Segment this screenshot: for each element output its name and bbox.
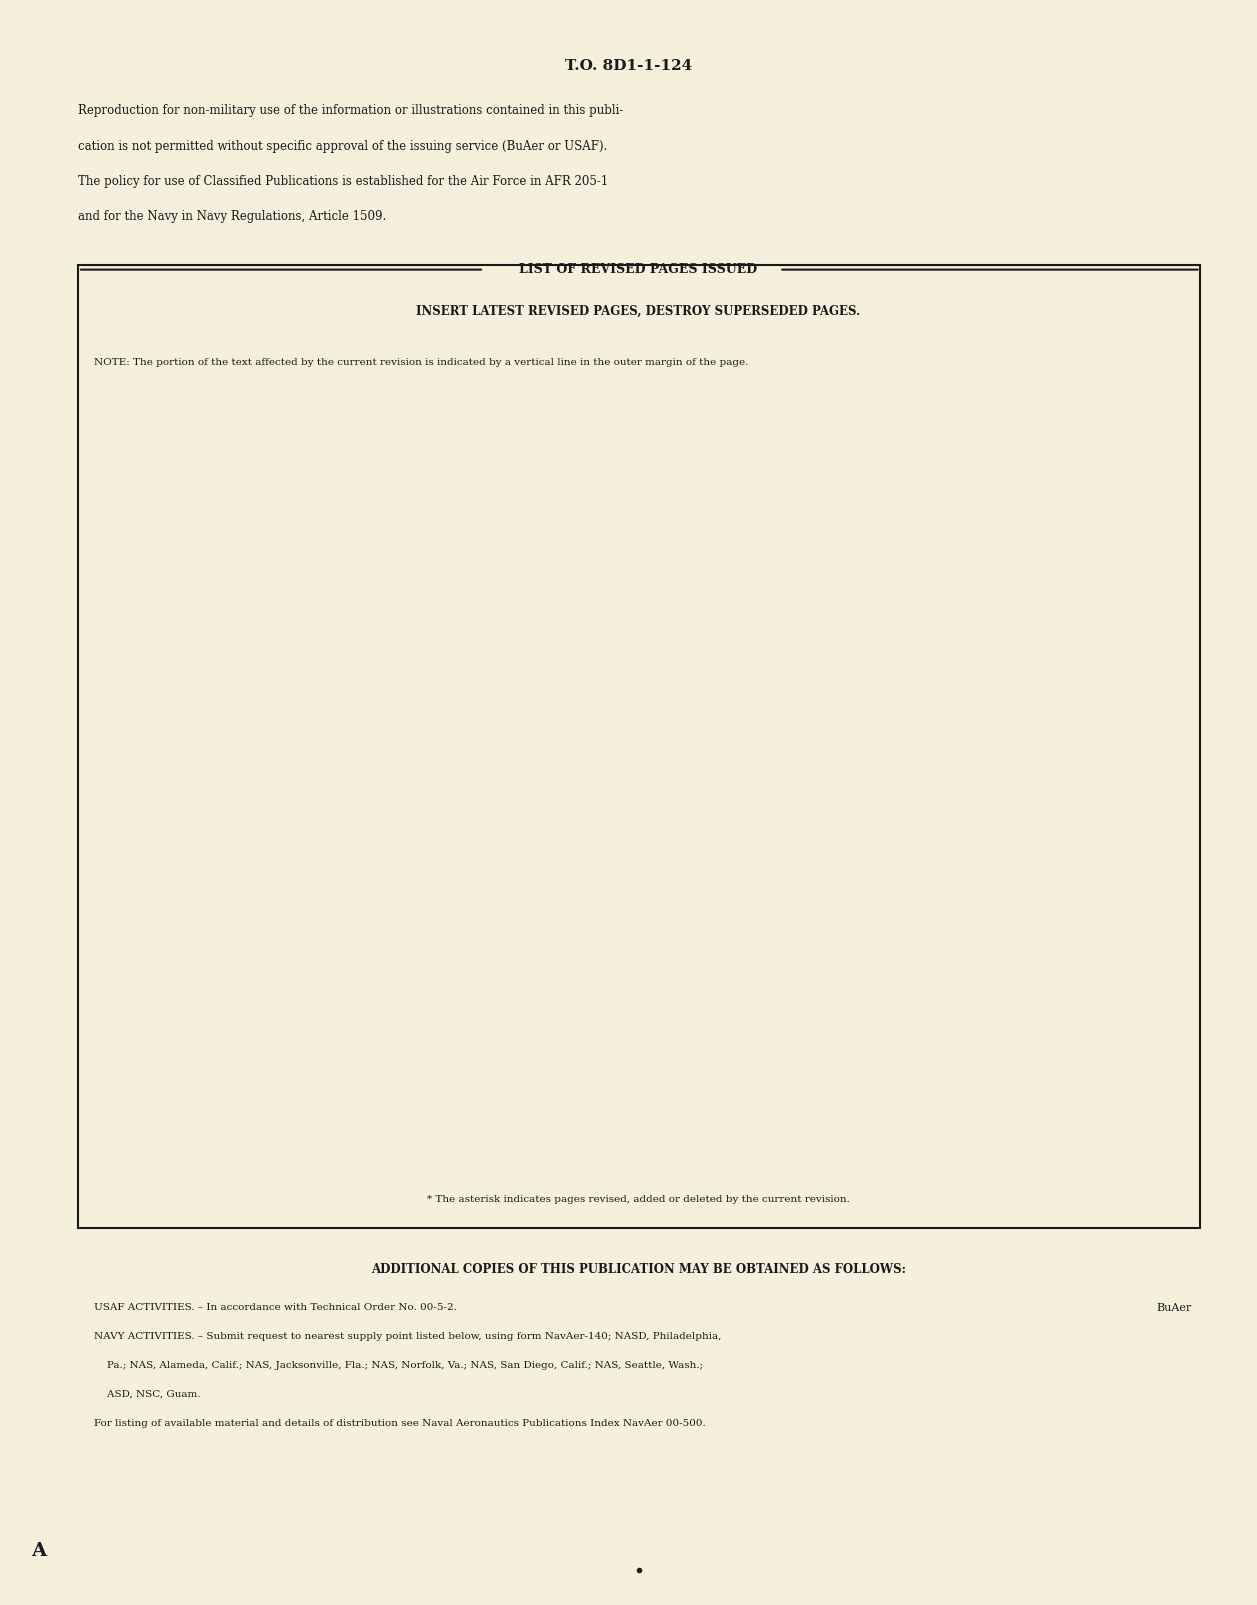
Text: BuAer: BuAer <box>1156 1303 1192 1313</box>
Text: T.O. 8D1-1-124: T.O. 8D1-1-124 <box>564 59 693 74</box>
Text: ADDITIONAL COPIES OF THIS PUBLICATION MAY BE OBTAINED AS FOLLOWS:: ADDITIONAL COPIES OF THIS PUBLICATION MA… <box>371 1263 906 1276</box>
Text: LIST OF REVISED PAGES ISSUED: LIST OF REVISED PAGES ISSUED <box>519 263 758 276</box>
Text: NOTE: The portion of the text affected by the current revision is indicated by a: NOTE: The portion of the text affected b… <box>94 358 749 368</box>
Text: Reproduction for non-military use of the information or illustrations contained : Reproduction for non-military use of the… <box>78 104 623 117</box>
Text: and for the Navy in Navy Regulations, Article 1509.: and for the Navy in Navy Regulations, Ar… <box>78 210 386 223</box>
Text: Pa.; NAS, Alameda, Calif.; NAS, Jacksonville, Fla.; NAS, Norfolk, Va.; NAS, San : Pa.; NAS, Alameda, Calif.; NAS, Jacksonv… <box>94 1361 704 1371</box>
Text: ASD, NSC, Guam.: ASD, NSC, Guam. <box>94 1390 201 1400</box>
Text: A: A <box>31 1542 47 1560</box>
Text: INSERT LATEST REVISED PAGES, DESTROY SUPERSEDED PAGES.: INSERT LATEST REVISED PAGES, DESTROY SUP… <box>416 305 861 318</box>
Text: USAF ACTIVITIES. – In accordance with Technical Order No. 00-5-2.: USAF ACTIVITIES. – In accordance with Te… <box>94 1303 458 1313</box>
Text: * The asterisk indicates pages revised, added or deleted by the current revision: * The asterisk indicates pages revised, … <box>427 1194 850 1204</box>
Text: The policy for use of Classified Publications is established for the Air Force i: The policy for use of Classified Publica… <box>78 175 608 188</box>
FancyBboxPatch shape <box>78 265 1200 1228</box>
Text: NAVY ACTIVITIES. – Submit request to nearest supply point listed below, using fo: NAVY ACTIVITIES. – Submit request to nea… <box>94 1332 722 1342</box>
Text: For listing of available material and details of distribution see Naval Aeronaut: For listing of available material and de… <box>94 1419 706 1428</box>
Text: cation is not permitted without specific approval of the issuing service (BuAer : cation is not permitted without specific… <box>78 140 607 152</box>
